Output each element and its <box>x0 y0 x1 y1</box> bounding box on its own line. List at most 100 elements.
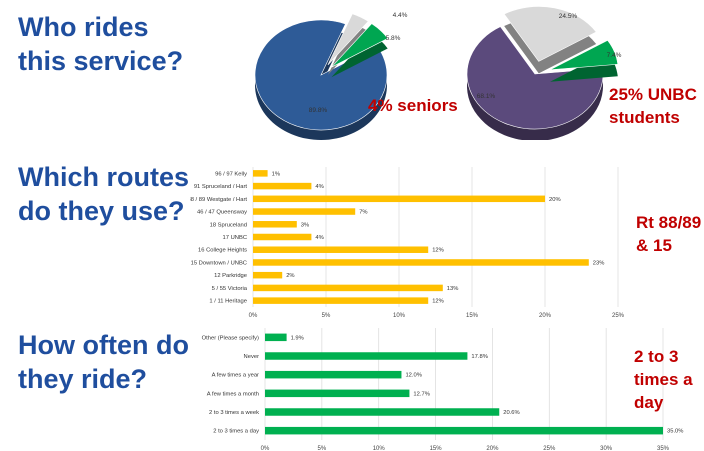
pie-riders-slice-2-top <box>331 23 389 68</box>
pie-chart-riders-unbc: 68.1% 24.5% 7.4% <box>466 6 622 140</box>
routes-bar-2 <box>253 195 545 203</box>
frequency-data-label-1: 17.8% <box>471 354 487 360</box>
frequency-data-label-5: 35.0% <box>667 429 683 435</box>
callout-unbc-line1: 25% UNBC <box>609 85 697 104</box>
callout-frequency: 2 to 3 times a day <box>634 345 693 414</box>
question-frequency-line1: How often do <box>18 330 189 360</box>
pie-unbc-slice-2: 7.4% <box>549 39 622 82</box>
frequency-x-tick-label-3: 15% <box>430 446 443 451</box>
routes-category-label-8: 12 Parkridge <box>214 273 247 279</box>
callout-frequency-line2: times a <box>634 370 693 389</box>
frequency-category-label-3: A few times a month <box>207 391 259 397</box>
callout-unbc: 25% UNBC students <box>609 83 697 129</box>
frequency-x-tick-label-2: 10% <box>373 446 386 451</box>
routes-bar-8 <box>253 271 283 279</box>
pie-unbc-slice-1: 24.5% <box>503 6 597 74</box>
pie-unbc-slice-1-top <box>503 6 597 62</box>
frequency-x-tick-label-7: 35% <box>657 446 670 451</box>
pie-unbc-slice-0: 68.1% <box>466 26 604 140</box>
pie-riders-slice-2: 5.8% <box>331 23 401 78</box>
pie-unbc-slice-0-top <box>466 26 604 130</box>
pie-riders-slice-0: 89.8% <box>255 19 388 140</box>
frequency-category-label-2: A few times a year <box>212 373 259 379</box>
routes-category-label-7: 15 Downtown / UNBC <box>191 260 247 266</box>
routes-data-label-5: 4% <box>315 235 323 241</box>
routes-x-tick-label-2: 10% <box>393 313 406 319</box>
routes-bar-9 <box>253 284 443 292</box>
frequency-x-tick-label-0: 0% <box>261 446 270 451</box>
routes-bar-0 <box>253 170 268 177</box>
question-frequency-line2: they ride? <box>18 364 148 394</box>
routes-category-label-6: 16 College Heights <box>198 248 247 254</box>
routes-category-label-4: 18 Spruceland <box>210 222 247 228</box>
routes-bar-4 <box>253 221 297 228</box>
frequency-data-label-2: 12.0% <box>405 373 421 379</box>
pie-riders-slice-label-1: 4.4% <box>393 12 408 19</box>
routes-data-label-7: 23% <box>593 260 605 266</box>
routes-data-label-1: 4% <box>315 184 323 190</box>
routes-data-label-3: 7% <box>359 210 367 216</box>
routes-data-label-10: 12% <box>432 299 444 305</box>
routes-x-tick-label-1: 5% <box>322 313 331 319</box>
routes-data-label-8: 2% <box>286 273 294 279</box>
pie-unbc-slice-label-1: 24.5% <box>559 13 578 20</box>
callout-routes: Rt 88/89 & 15 <box>636 211 701 257</box>
callout-routes-line1: Rt 88/89 <box>636 213 702 232</box>
frequency-category-label-5: 2 to 3 times a day <box>213 429 259 435</box>
frequency-bar-3 <box>265 389 410 398</box>
frequency-x-tick-label-1: 5% <box>318 446 327 451</box>
routes-data-label-0: 1% <box>272 171 280 177</box>
callout-frequency-line3: day <box>634 393 664 412</box>
routes-bar-chart: 0% 5% 10% 15% 20% 25% 96 / 97 Kelly 1% 91 Spruce… <box>190 167 625 319</box>
routes-data-label-2: 20% <box>549 197 561 203</box>
routes-category-label-2: 88 / 89 Westgate / Hart <box>190 197 247 203</box>
routes-x-tick-label-3: 15% <box>466 313 479 319</box>
question-routes-line1: Which routes <box>18 162 190 192</box>
frequency-category-label-4: 2 to 3 times a week <box>209 410 259 416</box>
frequency-x-tick-label-5: 25% <box>543 446 556 451</box>
routes-bar-7 <box>253 259 589 266</box>
frequency-bar-4 <box>265 408 500 416</box>
routes-bar-3 <box>253 208 356 215</box>
question-frequency: How often do they ride? <box>18 328 189 396</box>
pie-chart-riders-age: 89.8% 4.4% 5.8% <box>255 12 408 140</box>
pie-unbc-slice-2-top <box>549 39 619 71</box>
routes-bar-10 <box>253 297 429 304</box>
question-routes: Which routes do they use? <box>18 160 189 228</box>
frequency-bar-2 <box>265 370 402 379</box>
frequency-data-label-3: 12.7% <box>413 391 429 397</box>
routes-category-label-5: 17 UNBC <box>223 235 247 241</box>
callout-seniors: 4% seniors <box>368 94 458 117</box>
pie-riders-slice-0-top <box>255 19 388 131</box>
frequency-bar-5 <box>265 426 663 435</box>
routes-x-tick-label-0: 0% <box>249 313 258 319</box>
pie-unbc-slice-label-2: 7.4% <box>607 52 622 59</box>
routes-data-label-6: 12% <box>432 248 444 254</box>
routes-x-tick-label-4: 20% <box>539 313 552 319</box>
pie-riders-slice-label-2: 5.8% <box>386 35 401 42</box>
frequency-bar-chart: 0% 5% 10% 15% 20% 25% 30% 35% Other (Please spec… <box>202 328 683 451</box>
question-riders: Who rides this service? <box>18 10 183 78</box>
pie-charts: 89.8% 4.4% 5.8% 68.1% 24.5% 7.4% <box>255 6 622 140</box>
pie-riders-slice-label-0: 89.8% <box>309 107 328 114</box>
routes-category-label-9: 5 / 55 Victoria <box>212 286 248 292</box>
routes-bar-6 <box>253 246 429 253</box>
frequency-x-tick-label-4: 20% <box>486 446 499 451</box>
callout-seniors-text: 4% seniors <box>368 96 458 115</box>
pie-unbc-slice-label-0: 68.1% <box>477 93 496 100</box>
question-routes-line2: do they use? <box>18 196 185 226</box>
callout-unbc-line2: students <box>609 108 680 127</box>
pie-riders-slice-1-top <box>327 13 369 66</box>
frequency-x-tick-label-6: 30% <box>600 446 613 451</box>
callout-routes-line2: & 15 <box>636 236 672 255</box>
frequency-data-label-0: 1.9% <box>291 335 304 341</box>
routes-category-label-0: 96 / 97 Kelly <box>215 171 247 177</box>
routes-category-label-1: 91 Spruceland / Hart <box>194 184 248 190</box>
frequency-bar-0 <box>265 333 287 342</box>
question-riders-line1: Who rides <box>18 12 149 42</box>
routes-data-label-4: 3% <box>301 222 309 228</box>
routes-x-tick-label-5: 25% <box>612 313 625 319</box>
frequency-category-label-0: Other (Please specify) <box>202 335 259 341</box>
callout-frequency-line1: 2 to 3 <box>634 347 679 366</box>
routes-bar-1 <box>253 182 312 190</box>
